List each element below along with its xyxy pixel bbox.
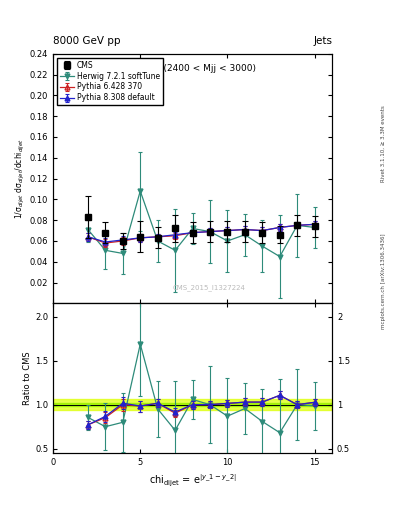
Text: χ (jets) (2400 < Mjj < 3000): χ (jets) (2400 < Mjj < 3000)	[129, 64, 256, 73]
Text: CMS_2015_I1327224: CMS_2015_I1327224	[173, 284, 246, 291]
Legend: CMS, Herwig 7.2.1 softTune, Pythia 6.428 370, Pythia 8.308 default: CMS, Herwig 7.2.1 softTune, Pythia 6.428…	[57, 57, 163, 105]
Text: mcplots.cern.ch [arXiv:1306.3436]: mcplots.cern.ch [arXiv:1306.3436]	[381, 234, 386, 329]
Y-axis label: 1/σ$_{dijet}$ dσ$_{dijet}$/dchi$_{dijet}$: 1/σ$_{dijet}$ dσ$_{dijet}$/dchi$_{dijet}…	[14, 138, 27, 219]
Text: Rivet 3.1.10, ≥ 3.3M events: Rivet 3.1.10, ≥ 3.3M events	[381, 105, 386, 182]
Bar	[53, 403, 332, 407]
Text: 8000 GeV pp: 8000 GeV pp	[53, 36, 121, 46]
Y-axis label: Ratio to CMS: Ratio to CMS	[23, 351, 32, 405]
X-axis label: chi$_\mathregular{dijet}$ = e$^{|y\_1-y\_2|}$: chi$_\mathregular{dijet}$ = e$^{|y\_1-y\…	[149, 473, 237, 489]
Text: Jets: Jets	[313, 36, 332, 46]
Bar	[53, 399, 332, 410]
